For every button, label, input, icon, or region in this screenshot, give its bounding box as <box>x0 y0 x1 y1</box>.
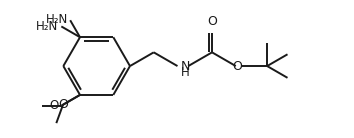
Text: N: N <box>181 60 190 73</box>
Text: H: H <box>181 66 189 79</box>
Text: O: O <box>232 60 242 73</box>
Text: H₂N: H₂N <box>46 13 68 26</box>
Text: O: O <box>58 98 68 111</box>
Text: O: O <box>49 99 58 112</box>
Text: O: O <box>207 15 217 28</box>
Text: H₂N: H₂N <box>36 20 58 33</box>
